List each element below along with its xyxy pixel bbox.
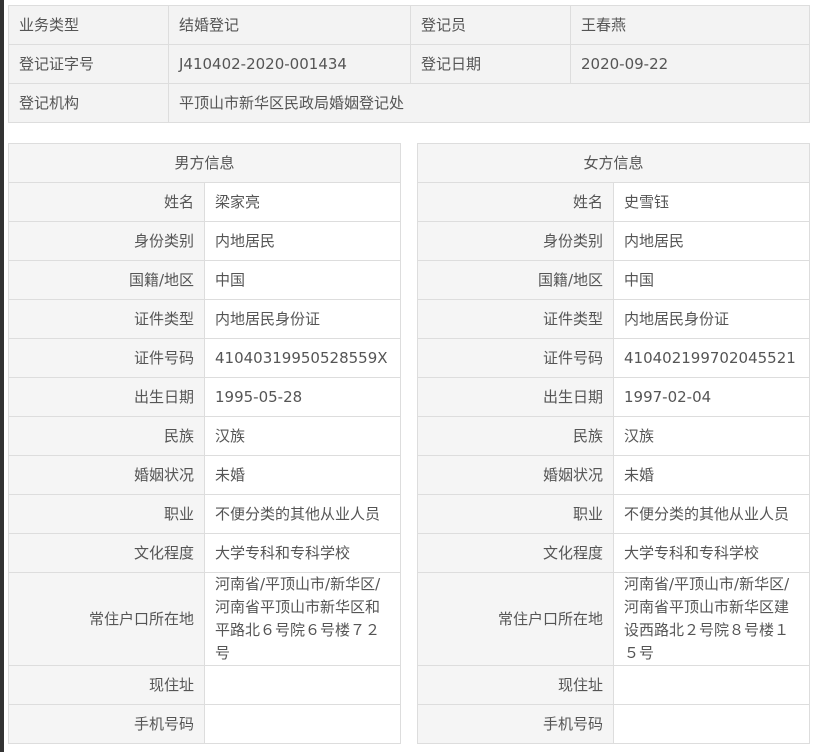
table-row: 常住户口所在地 河南省/平顶山市/新华区/河南省平顶山市新华区和平路北６号院６号楼… [8,572,401,666]
field-label: 文化程度 [8,533,205,573]
table-row: 登记机构 平顶山市新华区民政局婚姻登记处 [8,83,810,123]
field-value: 1995-05-28 [204,377,401,417]
field-label: 国籍/地区 [8,260,205,300]
field-label: 身份类别 [8,221,205,261]
field-value: 不便分类的其他从业人员 [204,494,401,534]
table-row: 证件类型 内地居民身份证 [8,299,401,339]
male-info-table: 男方信息 姓名 梁家亮 身份类别 内地居民 国籍/地区 中国 证件类型 内地居民身份证 证件号码… [8,143,401,744]
field-value: 大学专科和专科学校 [204,533,401,573]
table-row: 证件号码 41040319950528559X [8,338,401,378]
table-row: 手机号码 [8,704,401,744]
field-label: 姓名 [8,182,205,222]
field-label: 姓名 [417,182,614,222]
field-value: 内地居民 [204,221,401,261]
table-row: 姓名 史雪钰 [417,182,810,222]
field-value: 410402199702045521 [613,338,810,378]
table-row: 身份类别 内地居民 [417,221,810,261]
field-label: 出生日期 [8,377,205,417]
table-row: 证件号码 410402199702045521 [417,338,810,378]
field-value: 史雪钰 [613,182,810,222]
table-row: 登记证字号 J410402-2020-001434 登记日期 2020-09-2… [8,44,810,84]
field-value: 中国 [613,260,810,300]
registration-summary-table: 业务类型 结婚登记 登记员 王春燕 登记证字号 J410402-2020-001… [8,5,810,123]
registrar-label: 登记员 [410,5,571,45]
table-row: 婚姻状况 未婚 [8,455,401,495]
table-row: 现住址 [417,665,810,705]
registrar-value: 王春燕 [570,5,810,45]
field-value: 中国 [204,260,401,300]
field-label: 文化程度 [417,533,614,573]
field-label: 婚姻状况 [8,455,205,495]
field-value: 不便分类的其他从业人员 [613,494,810,534]
field-value: 汉族 [204,416,401,456]
field-label: 证件类型 [417,299,614,339]
field-value [613,704,810,744]
field-value: 未婚 [613,455,810,495]
field-value: 1997-02-04 [613,377,810,417]
business-type-label: 业务类型 [8,5,169,45]
field-value: 未婚 [204,455,401,495]
table-row: 职业 不便分类的其他从业人员 [8,494,401,534]
field-label: 职业 [417,494,614,534]
field-label: 出生日期 [417,377,614,417]
field-label: 身份类别 [417,221,614,261]
business-type-value: 结婚登记 [168,5,411,45]
field-label: 现住址 [417,665,614,705]
field-label: 婚姻状况 [417,455,614,495]
table-row: 常住户口所在地 河南省/平顶山市/新华区/河南省平顶山市新华区建设西路北２号院８号… [417,572,810,666]
agency-label: 登记机构 [8,83,169,123]
field-label: 证件号码 [417,338,614,378]
field-value: 河南省/平顶山市/新华区/河南省平顶山市新华区和平路北６号院６号楼７２号 [204,572,401,666]
field-value: 河南省/平顶山市/新华区/河南省平顶山市新华区建设西路北２号院８号楼１５号 [613,572,810,666]
field-value: 41040319950528559X [204,338,401,378]
field-label: 常住户口所在地 [417,572,614,666]
field-label: 证件号码 [8,338,205,378]
field-label: 手机号码 [417,704,614,744]
field-value [204,704,401,744]
table-row: 出生日期 1995-05-28 [8,377,401,417]
certificate-number-label: 登记证字号 [8,44,169,84]
table-row: 国籍/地区 中国 [8,260,401,300]
field-value [613,665,810,705]
table-row: 出生日期 1997-02-04 [417,377,810,417]
field-label: 民族 [8,416,205,456]
field-value [204,665,401,705]
field-label: 现住址 [8,665,205,705]
field-value: 内地居民 [613,221,810,261]
field-value: 大学专科和专科学校 [613,533,810,573]
table-row: 职业 不便分类的其他从业人员 [417,494,810,534]
table-row: 婚姻状况 未婚 [417,455,810,495]
field-label: 手机号码 [8,704,205,744]
male-info-header: 男方信息 [8,143,401,183]
table-row: 身份类别 内地居民 [8,221,401,261]
table-row: 姓名 梁家亮 [8,182,401,222]
field-value: 汉族 [613,416,810,456]
window-edge [0,0,4,752]
field-label: 证件类型 [8,299,205,339]
female-info-header: 女方信息 [417,143,810,183]
registration-date-label: 登记日期 [410,44,571,84]
table-row: 国籍/地区 中国 [417,260,810,300]
table-row: 业务类型 结婚登记 登记员 王春燕 [8,5,810,45]
female-info-table: 女方信息 姓名 史雪钰 身份类别 内地居民 国籍/地区 中国 证件类型 内地居民身份证 证件号码… [417,143,810,744]
field-value: 内地居民身份证 [204,299,401,339]
field-label: 常住户口所在地 [8,572,205,666]
agency-value: 平顶山市新华区民政局婚姻登记处 [168,83,810,123]
field-label: 民族 [417,416,614,456]
table-row: 文化程度 大学专科和专科学校 [8,533,401,573]
table-row: 文化程度 大学专科和专科学校 [417,533,810,573]
table-row: 证件类型 内地居民身份证 [417,299,810,339]
field-label: 职业 [8,494,205,534]
table-row: 民族 汉族 [8,416,401,456]
table-row: 民族 汉族 [417,416,810,456]
field-value: 内地居民身份证 [613,299,810,339]
registration-date-value: 2020-09-22 [570,44,810,84]
certificate-number-value: J410402-2020-001434 [168,44,411,84]
field-label: 国籍/地区 [417,260,614,300]
table-row: 现住址 [8,665,401,705]
table-row: 手机号码 [417,704,810,744]
field-value: 梁家亮 [204,182,401,222]
